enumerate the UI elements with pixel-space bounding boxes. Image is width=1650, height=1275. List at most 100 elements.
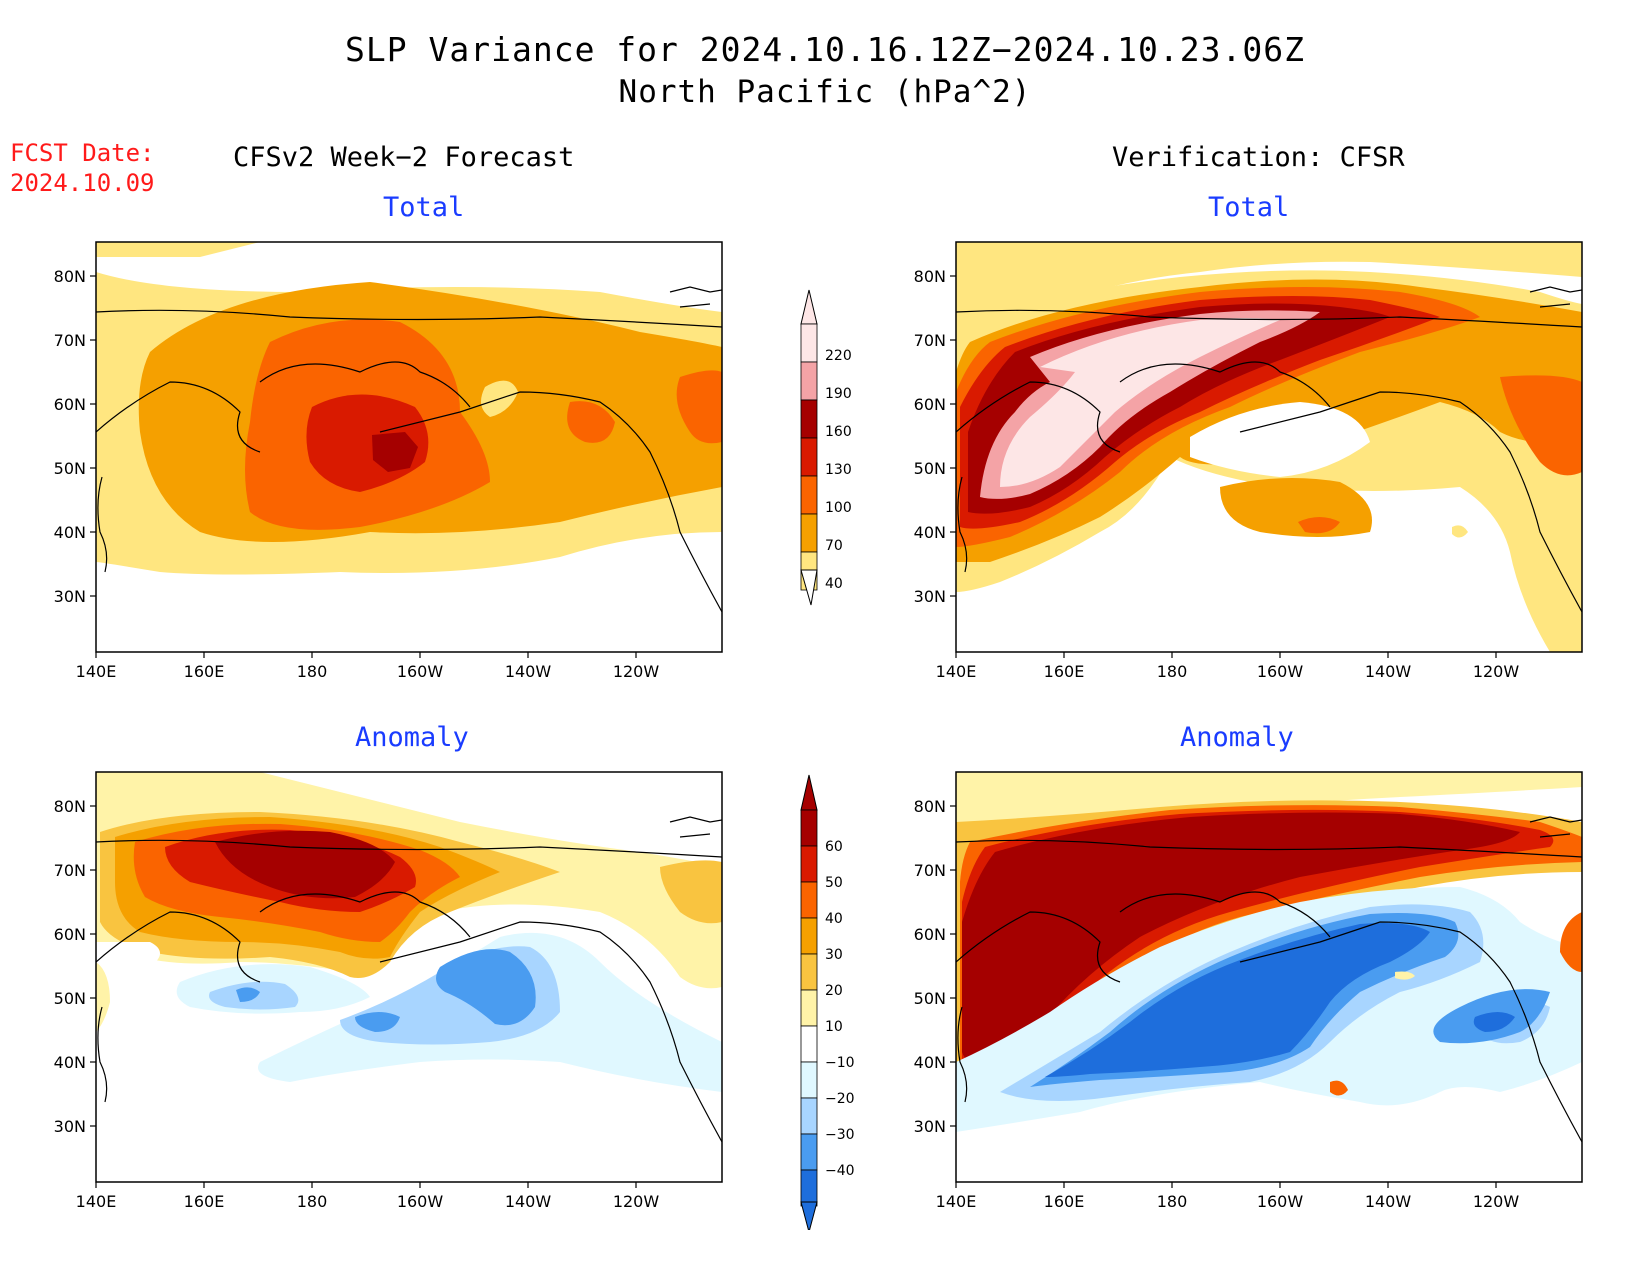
colorbar-total-label: 220 [825,348,852,364]
lat-label: 50N [914,989,946,1008]
colorbar-total-segments: 220 190 160 130 100 70 40 [800,323,852,592]
forecast-date-block: FCST Date: 2024.10.09 [10,138,155,198]
lon-label: 140W [505,662,552,681]
map-panel-forecast-total: 80N 70N 60N 50N 40N 30N 140E 160E 180 160W 140W 12… [54,241,723,681]
lon-label: 140W [505,1192,552,1211]
lat-label: 70N [914,331,946,350]
colorbar-anomaly-label: −40 [825,1163,855,1179]
colorbar-total: 220 190 160 130 100 70 40 [800,289,852,606]
panel-subtitle-verification-anomaly: Anomaly [1180,722,1294,753]
colorbar-anomaly-box [800,881,818,919]
colorbar-total-box [800,361,818,401]
map-panel-verification-anomaly: 80N 70N 60N 50N 40N 30N 140E 160E 180 160W 140W 12… [914,771,1583,1211]
lon-label: 160W [1257,662,1304,681]
colorbar-anomaly-label: 50 [825,875,843,891]
lat-label: 30N [54,1117,86,1136]
lon-label: 120W [1473,1192,1520,1211]
lat-label: 30N [914,1117,946,1136]
colorbar-total-label: 70 [825,538,843,554]
colorbar-anomaly-segments: 60 50 40 30 20 10 −10 −20 −30 −40 [800,809,855,1207]
lat-label: 80N [54,797,86,816]
lon-axis-verification-anomaly: 140E 160E 180 160W 140W 120W [936,1182,1520,1211]
lat-label: 50N [914,459,946,478]
colorbar-total-label: 100 [825,500,852,516]
colorbar-anomaly-label: 60 [825,839,843,855]
lat-label: 50N [54,459,86,478]
main-subtitle: North Pacific (hPa^2) [618,74,1032,110]
lat-label: 80N [914,797,946,816]
lat-label: 40N [54,1053,86,1072]
lat-label: 60N [54,395,86,414]
panel-subtitle-verification-total: Total [1208,192,1290,223]
colorbar-anomaly-box [800,1097,818,1135]
lat-label: 40N [54,523,86,542]
lon-label: 140E [76,1192,117,1211]
lon-label: 160E [1044,1192,1085,1211]
colorbar-anomaly-label: 30 [825,947,843,963]
lat-label: 70N [54,861,86,880]
colorbar-total-label: 190 [825,386,852,402]
panel-subtitle-forecast-total: Total [383,192,465,223]
forecast-column-title: CFSv2 Week−2 Forecast [233,142,575,173]
forecast-date-value: 2024.10.09 [10,169,155,197]
lat-label: 60N [914,395,946,414]
colorbar-total-box [800,475,818,515]
colorbar-anomaly-box [800,953,818,991]
colorbar-anomaly-box [800,1133,818,1171]
colorbar-anomaly-box [800,1169,818,1207]
lon-label: 180 [1157,662,1188,681]
lon-label: 120W [1473,662,1520,681]
lat-axis-forecast-anomaly: 80N 70N 60N 50N 40N 30N [54,797,96,1136]
lat-label: 80N [914,267,946,286]
lon-label: 180 [297,1192,328,1211]
map-panel-verification-total: 80N 70N 60N 50N 40N 30N 140E 160E 180 160W 140W 12… [914,241,1583,681]
lon-label: 120W [613,662,660,681]
lon-label: 160E [184,1192,225,1211]
lon-label: 160W [397,662,444,681]
colorbar-anomaly-label: 20 [825,983,843,999]
lat-label: 70N [54,331,86,350]
colorbar-total-box [800,399,818,439]
colorbar-anomaly-box [800,989,818,1027]
colorbar-anomaly-label: −30 [825,1127,855,1143]
lat-label: 60N [914,925,946,944]
lat-label: 80N [54,267,86,286]
lon-axis-verification-total: 140E 160E 180 160W 140W 120W [936,652,1520,681]
lon-axis-forecast-total: 140E 160E 180 160W 140W 120W [76,652,660,681]
forecast-date-label: FCST Date: [10,139,155,167]
lon-label: 160W [397,1192,444,1211]
lon-label: 140E [76,662,117,681]
colorbar-total-label: 40 [825,576,843,592]
lat-label: 70N [914,861,946,880]
lon-label: 160E [184,662,225,681]
verification-column-title: Verification: CFSR [1112,142,1405,173]
lat-axis-verification-anomaly: 80N 70N 60N 50N 40N 30N [914,797,956,1136]
lon-label: 180 [1157,1192,1188,1211]
lat-label: 60N [54,925,86,944]
lon-label: 140E [936,1192,977,1211]
panel-subtitle-forecast-anomaly: Anomaly [355,722,469,753]
lon-label: 120W [613,1192,660,1211]
lat-label: 30N [54,587,86,606]
main-title: SLP Variance for 2024.10.16.12Z−2024.10.… [345,30,1305,69]
lon-label: 140W [1365,662,1412,681]
lon-label: 140E [936,662,977,681]
colorbar-anomaly: 60 50 40 30 20 10 −10 −20 −30 −40 [800,774,855,1230]
colorbar-total-label: 160 [825,424,852,440]
lat-label: 40N [914,1053,946,1072]
lat-label: 50N [54,989,86,1008]
lat-axis-verification-total: 80N 70N 60N 50N 40N 30N [914,267,956,606]
lat-label: 30N [914,587,946,606]
colorbar-anomaly-label: −20 [825,1091,855,1107]
lat-axis-forecast-total: 80N 70N 60N 50N 40N 30N [54,267,96,606]
map-panel-forecast-anomaly: 80N 70N 60N 50N 40N 30N 140E 160E 180 160W 140W 12… [54,771,723,1211]
colorbar-total-box [800,437,818,477]
colorbar-anomaly-box [800,809,818,847]
colorbar-anomaly-box [800,917,818,955]
colorbar-anomaly-label: −10 [825,1055,855,1071]
colorbar-anomaly-box [800,1025,818,1063]
colorbar-anomaly-box [800,845,818,883]
colorbar-anomaly-box [800,1061,818,1099]
lon-axis-forecast-anomaly: 140E 160E 180 160W 140W 120W [76,1182,660,1211]
lon-label: 160W [1257,1192,1304,1211]
